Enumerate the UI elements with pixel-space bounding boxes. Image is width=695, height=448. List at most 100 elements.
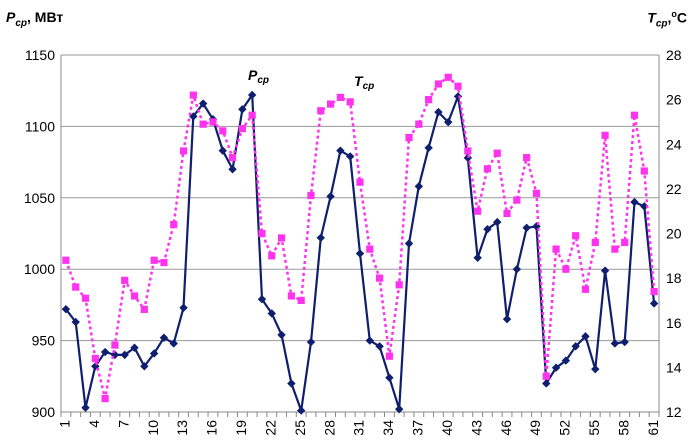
temperature-point [160, 258, 168, 267]
power-point [385, 373, 394, 382]
right-tick-label: 26 [666, 92, 682, 108]
power-point [71, 317, 80, 327]
power-point [502, 314, 512, 324]
temperature-point [150, 256, 158, 264]
power-point [198, 99, 208, 108]
x-tick-label: 10 [145, 420, 161, 436]
temperature-point [601, 131, 609, 139]
temperature-point [572, 232, 580, 240]
power-point [189, 112, 198, 121]
power-point [306, 337, 316, 347]
power-point [453, 92, 463, 101]
temperature-point [62, 256, 70, 264]
temperature-point [140, 305, 148, 313]
power-point [277, 330, 286, 340]
power-point [267, 309, 276, 318]
temperature-point [376, 274, 384, 282]
temperature-point [179, 147, 188, 155]
power-point [140, 362, 149, 371]
x-tick-label: 1 [57, 420, 73, 428]
power-point [404, 239, 414, 248]
temperature-point [552, 245, 560, 253]
temperature-point [366, 245, 374, 253]
temperature-point [91, 354, 99, 363]
temperature-point [385, 352, 394, 360]
temperature-point [268, 252, 276, 260]
power-point [649, 299, 659, 308]
power-point [169, 339, 178, 348]
right-axis-degree: o [671, 9, 677, 19]
power-point [493, 217, 502, 227]
left-axis-unit: , МВт [27, 9, 64, 25]
temperature-point [474, 207, 482, 215]
left-tick-label: 950 [32, 333, 56, 349]
power-point [414, 182, 424, 191]
power-point [179, 303, 188, 312]
temperature-point [454, 82, 462, 90]
power-point [620, 337, 629, 347]
power-point [326, 192, 335, 201]
power-point [130, 343, 139, 352]
x-tick-label: 28 [321, 420, 337, 436]
power-point [551, 363, 561, 372]
right-tick-label: 18 [666, 270, 682, 286]
power-point [316, 233, 325, 242]
temperature-point [336, 93, 344, 101]
x-tick-label: 61 [645, 420, 661, 436]
power-point [522, 223, 531, 232]
power-point [257, 294, 267, 304]
power-point [424, 143, 433, 153]
power-point [247, 90, 257, 100]
temperature-point [170, 220, 178, 229]
x-tick-label: 34 [380, 420, 396, 436]
power-point [218, 146, 227, 155]
temperature-point [209, 118, 217, 126]
power-point [591, 364, 600, 374]
temperature-point [307, 191, 315, 200]
temperature-point [621, 238, 629, 247]
x-tick-label: 16 [204, 420, 220, 436]
power-point [640, 202, 649, 211]
temperature-point [258, 229, 266, 238]
temperature-point [219, 127, 227, 135]
temperature-point [650, 287, 658, 296]
right-tick-label: 14 [666, 359, 682, 375]
power-point [375, 342, 384, 351]
right-axis-unit: C [676, 9, 687, 26]
x-tick-label: 49 [527, 420, 543, 436]
x-tick-label: 55 [586, 420, 602, 436]
left-tick-label: 1150 [25, 47, 55, 63]
temperature-point [444, 73, 452, 81]
x-tick-label: 31 [351, 420, 367, 436]
power-point [100, 347, 110, 357]
power-series-annotation: Pср [248, 67, 269, 86]
temperature-point [356, 178, 364, 186]
power-point [159, 333, 169, 342]
right-tick-label: 20 [666, 226, 682, 242]
temperature-series-annotation: Tср [354, 73, 374, 92]
right-axis-symbol: T [647, 9, 656, 26]
temperature-point [503, 209, 511, 218]
power-point [600, 266, 610, 275]
power-point [296, 406, 306, 415]
temperature-point [395, 281, 403, 289]
temperature-point [523, 154, 531, 162]
temperature-point [513, 196, 521, 204]
power-point [610, 339, 620, 348]
temperature-point [111, 341, 119, 349]
temperature-point [591, 238, 599, 247]
left-tick-label: 1050 [24, 190, 55, 206]
power-point [473, 253, 482, 262]
temperature-point [130, 292, 139, 300]
right-tick-label: 16 [666, 315, 682, 331]
x-tick-label: 19 [233, 420, 249, 436]
temperature-point [542, 372, 550, 380]
temperature-point [287, 292, 295, 300]
right-tick-label: 24 [666, 136, 682, 152]
temperature-point [297, 296, 305, 305]
right-axis-title: Tср,oC [647, 9, 687, 30]
x-tick-label: 58 [615, 420, 631, 436]
power-point [444, 117, 453, 127]
temperature-point [248, 111, 256, 119]
